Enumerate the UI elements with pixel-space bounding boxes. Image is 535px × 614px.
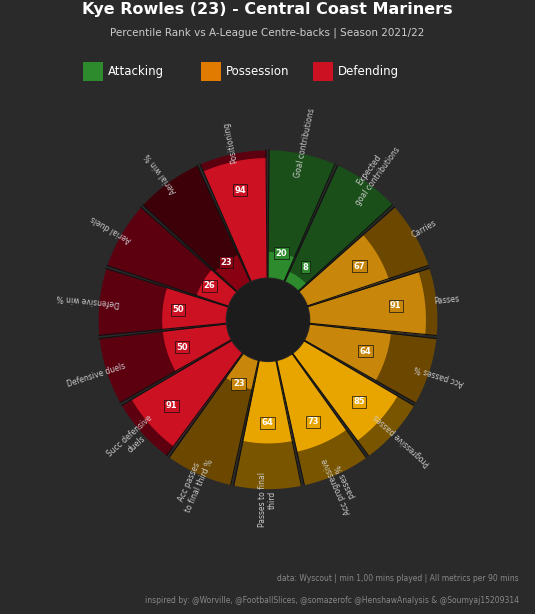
Text: 85: 85 bbox=[353, 397, 365, 406]
Text: Attacking: Attacking bbox=[108, 65, 164, 78]
Text: Goal contributions: Goal contributions bbox=[293, 107, 317, 179]
Text: Expected
goal contributions: Expected goal contributions bbox=[345, 139, 402, 208]
Text: Positioning: Positioning bbox=[221, 122, 239, 165]
Text: 64: 64 bbox=[360, 347, 372, 356]
Text: 91: 91 bbox=[390, 301, 402, 310]
Text: 50: 50 bbox=[172, 305, 184, 314]
Bar bbox=[201, 62, 221, 81]
Text: Progressive passes: Progressive passes bbox=[371, 412, 432, 468]
Text: Passes: Passes bbox=[434, 295, 460, 306]
Text: 94: 94 bbox=[234, 186, 246, 195]
Text: 8: 8 bbox=[302, 263, 308, 272]
Text: Kye Rowles (23) - Central Coast Mariners: Kye Rowles (23) - Central Coast Mariners bbox=[82, 2, 453, 17]
Text: 50: 50 bbox=[176, 343, 188, 352]
Text: Passes to final
third: Passes to final third bbox=[258, 472, 277, 527]
Text: Aerial win %: Aerial win % bbox=[144, 152, 179, 195]
Text: 20: 20 bbox=[276, 249, 287, 258]
Text: 64: 64 bbox=[262, 418, 273, 427]
Text: Possession: Possession bbox=[226, 65, 289, 78]
Text: Acc progressive
passes %: Acc progressive passes % bbox=[320, 453, 362, 516]
Text: Defensive win %: Defensive win % bbox=[56, 293, 120, 308]
Text: 26: 26 bbox=[203, 281, 215, 290]
Text: Percentile Rank vs A-League Centre-backs | Season 2021/22: Percentile Rank vs A-League Centre-backs… bbox=[110, 28, 425, 38]
Bar bbox=[313, 62, 333, 81]
Text: Defending: Defending bbox=[338, 65, 399, 78]
Bar bbox=[83, 62, 103, 81]
Text: Defensive duels: Defensive duels bbox=[65, 361, 126, 389]
Text: Succ defensive
duels: Succ defensive duels bbox=[105, 414, 161, 467]
Text: Aerial duels: Aerial duels bbox=[89, 214, 133, 244]
Text: 23: 23 bbox=[233, 379, 244, 388]
Text: 23: 23 bbox=[220, 258, 232, 266]
Text: 73: 73 bbox=[307, 417, 319, 426]
Text: 67: 67 bbox=[354, 262, 365, 271]
Text: Acc passes
to final third %: Acc passes to final third % bbox=[174, 454, 215, 514]
Text: inspired by: @Worville, @FootballSlices, @somazerofc @HenshawAnalysis & @Soumyaj: inspired by: @Worville, @FootballSlices,… bbox=[145, 596, 519, 605]
Text: 91: 91 bbox=[166, 401, 178, 410]
Text: Carries: Carries bbox=[410, 219, 438, 240]
Text: Acc passes %: Acc passes % bbox=[413, 363, 465, 387]
Text: data: Wyscout | min 1,00 mins played | All metrics per 90 mins: data: Wyscout | min 1,00 mins played | A… bbox=[277, 573, 519, 583]
